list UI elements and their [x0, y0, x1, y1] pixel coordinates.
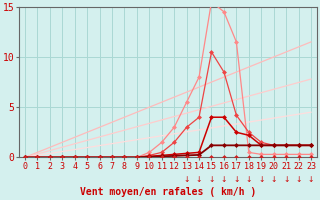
Text: ↓: ↓	[295, 175, 302, 184]
Text: ↓: ↓	[183, 175, 190, 184]
Text: ↓: ↓	[221, 175, 227, 184]
Text: ↓: ↓	[246, 175, 252, 184]
X-axis label: Vent moyen/en rafales ( km/h ): Vent moyen/en rafales ( km/h )	[80, 187, 256, 197]
Text: ↓: ↓	[196, 175, 202, 184]
Text: ↓: ↓	[308, 175, 314, 184]
Text: ↓: ↓	[283, 175, 289, 184]
Text: ↓: ↓	[258, 175, 264, 184]
Text: ↓: ↓	[208, 175, 215, 184]
Text: ↓: ↓	[233, 175, 240, 184]
Text: ↓: ↓	[270, 175, 277, 184]
